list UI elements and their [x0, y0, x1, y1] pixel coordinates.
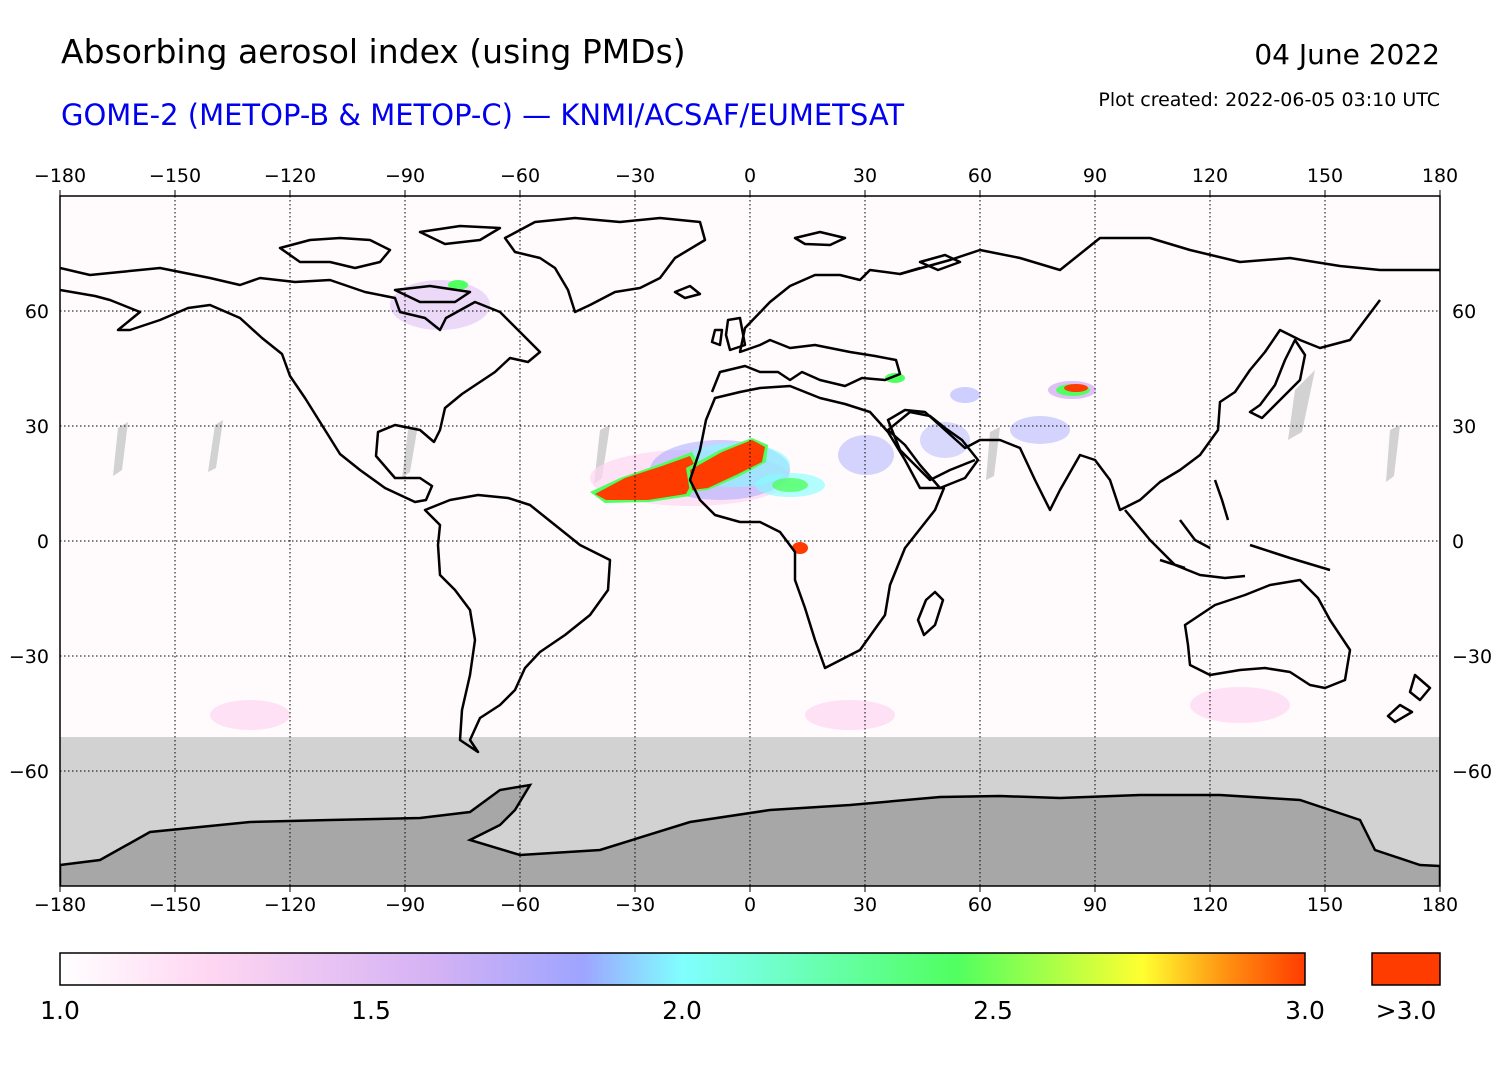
lon-tick-label: −150	[149, 894, 201, 916]
australia-coast	[1183, 578, 1352, 690]
lon-tick-label: 90	[1083, 894, 1107, 916]
lon-tick-label: −90	[385, 165, 425, 187]
lat-tick-label: 0	[37, 531, 49, 553]
colorbar-label: 3.0	[1285, 996, 1325, 1025]
lat-tick-label: 60	[25, 301, 49, 323]
lon-tick-label: −60	[500, 165, 540, 187]
lon-tick-label: 150	[1307, 165, 1343, 187]
lon-tick-label: 180	[1422, 165, 1458, 187]
lon-tick-label: 30	[853, 894, 877, 916]
lat-labels-left: 60 30 0 −30 −60	[9, 301, 49, 783]
lon-tick-label: 180	[1422, 894, 1458, 916]
lon-tick-label: 60	[968, 894, 992, 916]
lat-labels-right: 60 30 0 −30 −60	[1452, 301, 1492, 783]
lat-tick-label: −60	[1452, 761, 1492, 783]
europe-coast	[710, 266, 921, 393]
graticule	[60, 196, 1440, 886]
colorbar-labels: 1.0 1.5 2.0 2.5 3.0 >3.0	[40, 996, 1436, 1025]
lon-tick-label: 120	[1192, 165, 1228, 187]
lon-tick-label: −180	[34, 165, 86, 187]
lon-tick-label: −120	[264, 894, 316, 916]
lat-tick-label: 30	[1452, 416, 1476, 438]
coastlines	[60, 216, 1440, 754]
lon-tick-label: −150	[149, 165, 201, 187]
map-title: Absorbing aerosol index (using PMDs)	[61, 32, 686, 71]
lon-tick-label: 60	[968, 165, 992, 187]
lat-tick-label: −30	[9, 646, 49, 668]
greenland-coast	[503, 216, 707, 314]
madagascar-coast	[916, 590, 945, 637]
new-zealand-coast	[1386, 673, 1432, 724]
map-subtitle: GOME-2 (METOP-B & METOP-C) — KNMI/ACSAF/…	[61, 98, 905, 132]
lon-tick-label: −30	[615, 894, 655, 916]
colorbar-label: 2.0	[662, 996, 702, 1025]
map-date: 04 June 2022	[1254, 38, 1440, 71]
colorbar	[59, 952, 1306, 986]
lon-tick-label: −30	[615, 165, 655, 187]
japan-coast	[1248, 338, 1307, 420]
lon-labels-top: −180 −150 −120 −90 −60 −30 0 30 60 90 12…	[34, 165, 1458, 187]
lat-tick-label: 60	[1452, 301, 1476, 323]
tick-marks	[59, 190, 1441, 892]
lat-tick-label: 0	[1452, 531, 1464, 553]
lon-tick-label: −180	[34, 894, 86, 916]
lat-tick-label: −30	[1452, 646, 1492, 668]
lon-tick-label: 150	[1307, 894, 1343, 916]
lat-tick-label: 30	[25, 416, 49, 438]
southeast-asia-islands	[1124, 479, 1331, 580]
north-america-coast	[60, 266, 542, 504]
lon-labels-bottom: −180 −150 −120 −90 −60 −30 0 30 60 90 12…	[34, 894, 1458, 916]
arabia-coast	[886, 410, 980, 490]
lon-tick-label: 0	[744, 165, 756, 187]
arctic-islands-coast	[278, 224, 502, 304]
lon-tick-label: 90	[1083, 165, 1107, 187]
asia-coast	[886, 236, 1440, 512]
colorbar-label: 1.5	[351, 996, 391, 1025]
south-america-coast	[423, 493, 612, 754]
lon-tick-label: −90	[385, 894, 425, 916]
british-isles-coast	[710, 316, 747, 352]
lon-tick-label: 0	[744, 894, 756, 916]
lon-tick-label: 120	[1192, 894, 1228, 916]
lon-tick-label: −60	[500, 894, 540, 916]
arctic-europe-islands	[793, 230, 962, 272]
plot-created: Plot created: 2022-06-05 03:10 UTC	[1098, 89, 1440, 111]
lon-tick-label: 30	[853, 165, 877, 187]
africa-coast	[688, 384, 946, 670]
iceland-coast	[673, 284, 702, 300]
lat-tick-label: −60	[9, 761, 49, 783]
lon-tick-label: −120	[264, 165, 316, 187]
colorbar-overflow-label: >3.0	[1376, 996, 1437, 1025]
colorbar-label: 1.0	[40, 996, 80, 1025]
colorbar-label: 2.5	[973, 996, 1013, 1025]
colorbar-overflow-swatch	[1371, 952, 1441, 986]
